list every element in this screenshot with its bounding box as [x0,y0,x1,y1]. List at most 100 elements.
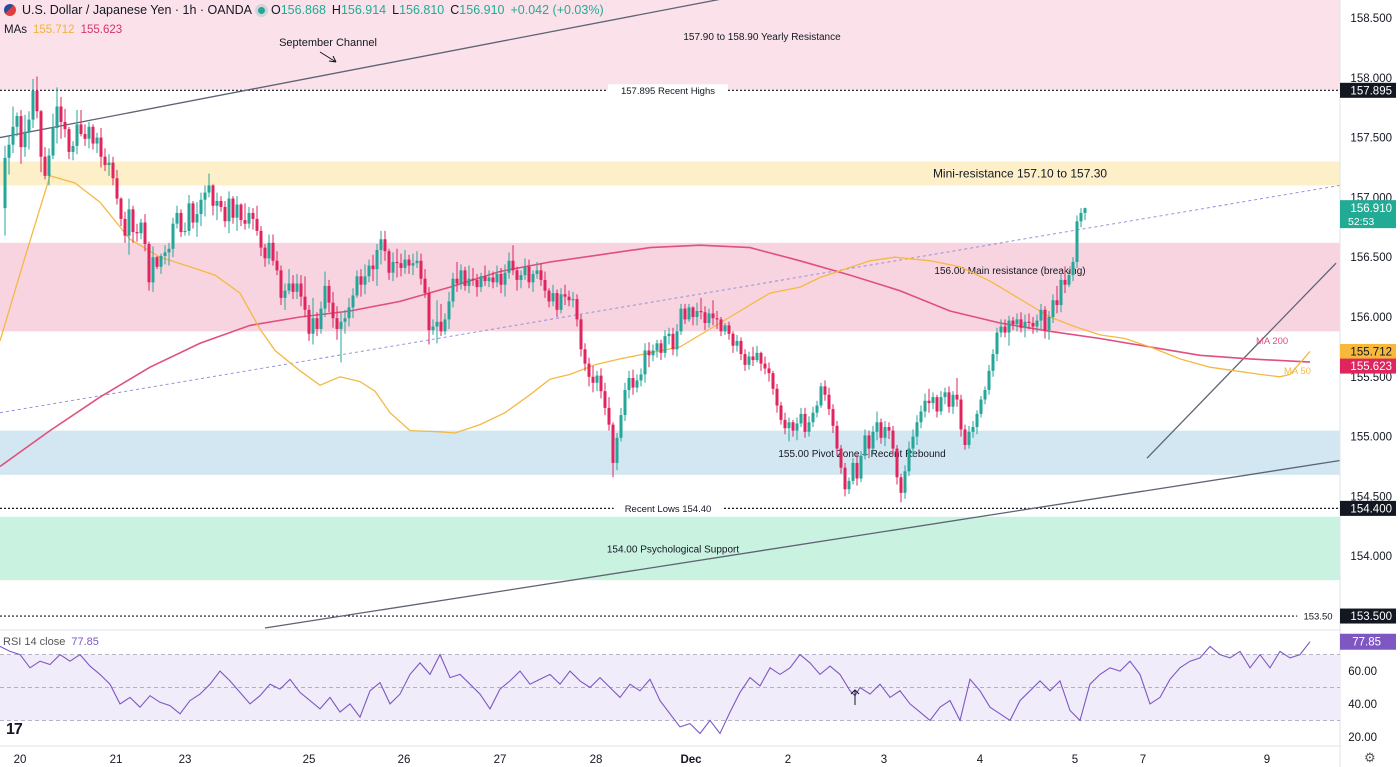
candle [1079,208,1083,228]
candle [247,206,251,229]
candle-body [191,203,195,223]
candle-body [547,290,551,302]
zone-psychological-support [0,516,1340,581]
candle [687,303,691,322]
candle-body [763,363,767,369]
candle-body [815,405,819,413]
tradingview-logo[interactable]: 17 [6,721,23,738]
candle [67,126,71,160]
ma200-badge: 155.623 [1350,361,1392,373]
candle-body [431,326,435,331]
candle-body [871,431,875,449]
candle-body [1035,320,1039,327]
candle [731,331,735,353]
level-label-bg-recent-lows [613,502,723,515]
candle-body [607,407,611,425]
candle-body [103,156,107,166]
time-tick-label: 3 [881,754,887,766]
candle-body [595,375,599,383]
candle-body [639,374,643,381]
candle-body [1031,322,1035,327]
candle-body [891,430,895,449]
candle-body [463,270,467,286]
candle [323,271,327,317]
time-tick-label: 21 [110,754,123,766]
candle [299,275,303,307]
candle [515,266,519,291]
candle-body [535,270,539,274]
candle [63,108,67,138]
candle [1071,257,1075,282]
candle-body [139,222,143,234]
candle-body [907,448,911,472]
candle-body [1023,321,1027,328]
candle [15,112,19,137]
ma50-badge-bg [1340,343,1396,359]
candle-body [531,273,535,283]
candle-body [63,122,67,130]
settings-gear-icon[interactable]: ⚙ [1364,750,1376,765]
rsi-tick-label: 60.00 [1348,666,1377,678]
rsi-legend[interactable]: RSI 14 close 77.85 [3,636,99,648]
candle-body [627,377,631,390]
candle-body [79,124,83,134]
candle [563,284,567,306]
candle-body [947,392,951,407]
mas-legend[interactable]: MAs 155.712 155.623 [4,24,122,36]
candle-body [439,321,443,332]
ma50-label: MA 50 [1284,366,1311,377]
candle-body [499,273,503,285]
candle-body [675,331,679,350]
candle [1075,215,1079,268]
candle-body [683,308,687,320]
candle-body [27,119,31,132]
candle [215,192,219,221]
candle [399,253,403,277]
zone-label-pivot-zone: 155.00 Pivot Zone – Recent Rebound [778,449,945,460]
candle [987,364,991,395]
candle-body [275,260,279,271]
candle-body [207,185,211,193]
candle [511,245,515,276]
candle-body [895,448,899,478]
candle-body [211,185,215,206]
price-tick-label: 155.500 [1350,372,1392,384]
candle [1051,294,1055,323]
candle-body [487,277,491,282]
rsi-legend-value: 77.85 [71,636,99,648]
candle-body [43,156,47,176]
candle [375,244,379,286]
candle [995,327,999,362]
candle-body [223,206,227,222]
candle [963,424,967,450]
candle [663,330,667,358]
candle [423,269,427,298]
candle [275,251,279,276]
candle-body [587,363,591,377]
candle [463,266,467,291]
candle [495,265,499,288]
candle-body [411,263,415,266]
candle [843,462,847,497]
candle [675,324,679,357]
candle-body [583,349,587,364]
ma50-line [0,174,1311,434]
price-tick-label: 156.500 [1350,252,1392,264]
candle [751,346,755,367]
candle [1055,285,1059,314]
candle-body [1067,275,1071,285]
candle-body [471,278,475,280]
candle-body [435,321,439,327]
candle [19,110,23,164]
candle-body [935,397,939,412]
candle [971,421,975,438]
candle [947,386,951,413]
candle-body [519,275,523,280]
candle-body [643,350,647,375]
symbol-title[interactable]: U.S. Dollar / Japanese Yen · 1h · OANDA [22,3,252,17]
candle-body [823,386,827,395]
candle [191,200,195,229]
candle-body [143,222,147,245]
candle-body [779,405,783,420]
